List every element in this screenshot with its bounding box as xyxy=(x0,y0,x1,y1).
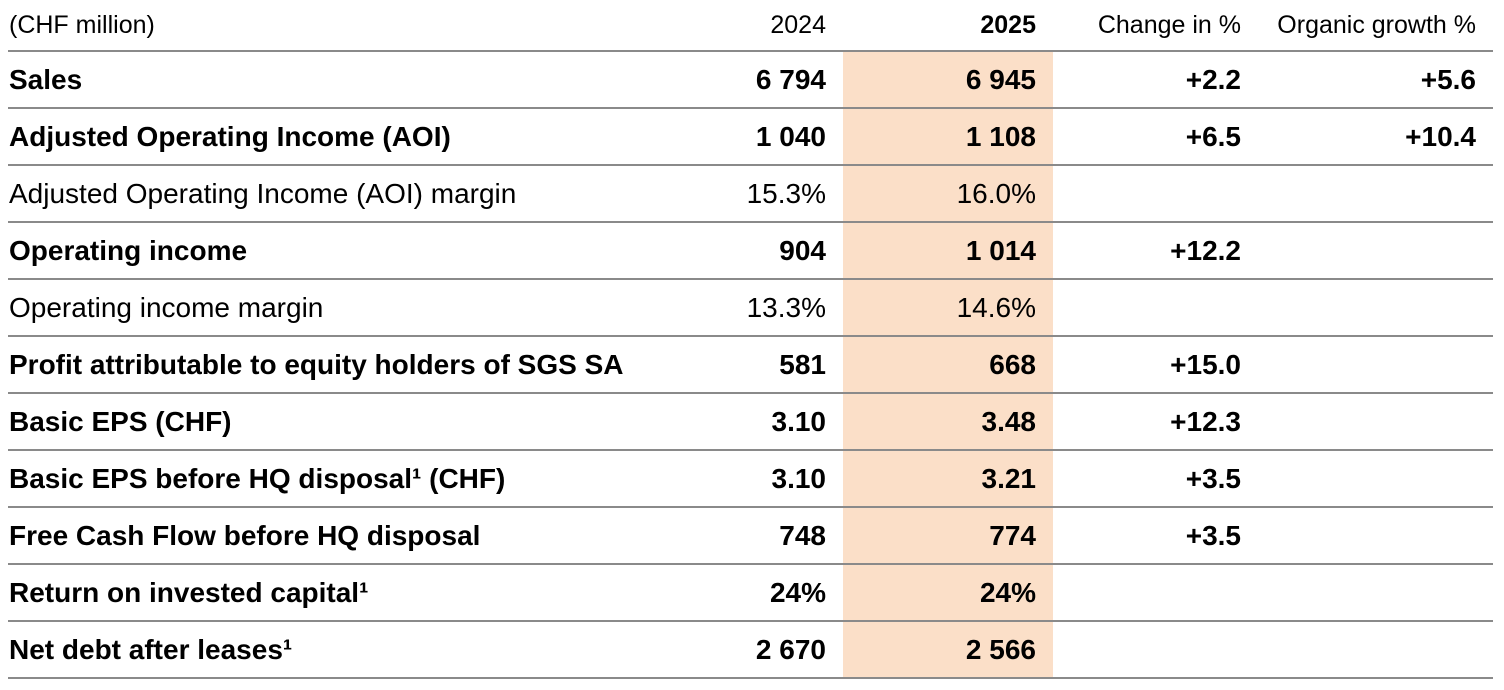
value-change: +15.0 xyxy=(1170,348,1241,380)
value-2024: 581 xyxy=(779,348,826,380)
row-label: Basic EPS before HQ disposal¹ (CHF) xyxy=(9,462,506,494)
value-2024: 1 040 xyxy=(755,120,826,152)
table-row: Sales 6 794 6 945 +2.2 +5.6 xyxy=(8,50,1493,107)
column-header-2024: 2024 xyxy=(770,10,826,39)
row-label: Profit attributable to equity holders of… xyxy=(9,348,624,380)
value-2024: 904 xyxy=(779,234,826,266)
value-organic: +10.4 xyxy=(1405,120,1476,152)
table-body: Sales 6 794 6 945 +2.2 +5.6 Adjusted Ope… xyxy=(8,50,1493,677)
table-row: Profit attributable to equity holders of… xyxy=(8,335,1493,392)
value-2024: 3.10 xyxy=(771,405,827,437)
value-organic: +5.6 xyxy=(1420,63,1476,95)
row-label: Basic EPS (CHF) xyxy=(9,405,232,437)
table-row: Adjusted Operating Income (AOI) margin 1… xyxy=(8,164,1493,221)
value-2025: 16.0% xyxy=(956,177,1036,209)
row-label: Sales xyxy=(9,63,83,95)
value-change: +12.3 xyxy=(1170,405,1241,437)
table-row: Adjusted Operating Income (AOI) 1 040 1 … xyxy=(8,107,1493,164)
value-2024: 6 794 xyxy=(755,63,826,95)
value-2025: 668 xyxy=(989,348,1036,380)
table-row: Basic EPS (CHF) 3.10 3.48 +12.3 xyxy=(8,392,1493,449)
table-row: Operating income margin 13.3% 14.6% xyxy=(8,278,1493,335)
row-label: Free Cash Flow before HQ disposal xyxy=(9,519,481,551)
value-change: +12.2 xyxy=(1170,234,1241,266)
value-2025: 24% xyxy=(979,576,1036,608)
value-2025: 14.6% xyxy=(956,291,1036,323)
row-label: Adjusted Operating Income (AOI) margin xyxy=(9,177,517,209)
value-2025: 6 945 xyxy=(965,63,1036,95)
financial-results-table: (CHF million) 2024 2025 Change in % Orga… xyxy=(8,0,1493,679)
value-2025: 1 108 xyxy=(965,120,1036,152)
value-2025: 3.21 xyxy=(981,462,1037,494)
row-label: Adjusted Operating Income (AOI) xyxy=(9,120,451,152)
value-change: +6.5 xyxy=(1185,120,1241,152)
table-header-row: (CHF million) 2024 2025 Change in % Orga… xyxy=(8,0,1493,50)
value-2025: 2 566 xyxy=(965,633,1036,665)
row-label: Return on invested capital¹ xyxy=(9,576,369,608)
table-row: Operating income 904 1 014 +12.2 xyxy=(8,221,1493,278)
value-change: +2.2 xyxy=(1185,63,1241,95)
value-2025: 1 014 xyxy=(965,234,1036,266)
table-row: Net debt after leases¹ 2 670 2 566 xyxy=(8,620,1493,677)
value-change: +3.5 xyxy=(1185,462,1241,494)
table-row: Basic EPS before HQ disposal¹ (CHF) 3.10… xyxy=(8,449,1493,506)
column-header-organic-growth-percent: Organic growth % xyxy=(1277,10,1476,39)
value-2024: 24% xyxy=(769,576,826,608)
value-2024: 13.3% xyxy=(746,291,826,323)
value-2024: 748 xyxy=(779,519,826,551)
column-header-2025: 2025 xyxy=(980,10,1036,39)
value-2024: 15.3% xyxy=(746,177,826,209)
row-label: Operating income xyxy=(9,234,248,266)
value-2024: 2 670 xyxy=(755,633,826,665)
value-2025: 3.48 xyxy=(981,405,1037,437)
current-year-column-highlight xyxy=(843,50,1053,677)
row-label: Net debt after leases¹ xyxy=(9,633,293,665)
value-change: +3.5 xyxy=(1185,519,1241,551)
value-2024: 3.10 xyxy=(771,462,827,494)
table-row: Free Cash Flow before HQ disposal 748 77… xyxy=(8,506,1493,563)
row-label: Operating income margin xyxy=(9,291,324,323)
table-row: Return on invested capital¹ 24% 24% xyxy=(8,563,1493,620)
unit-label: (CHF million) xyxy=(9,10,155,39)
value-2025: 774 xyxy=(989,519,1036,551)
column-header-change-percent: Change in % xyxy=(1097,10,1241,39)
